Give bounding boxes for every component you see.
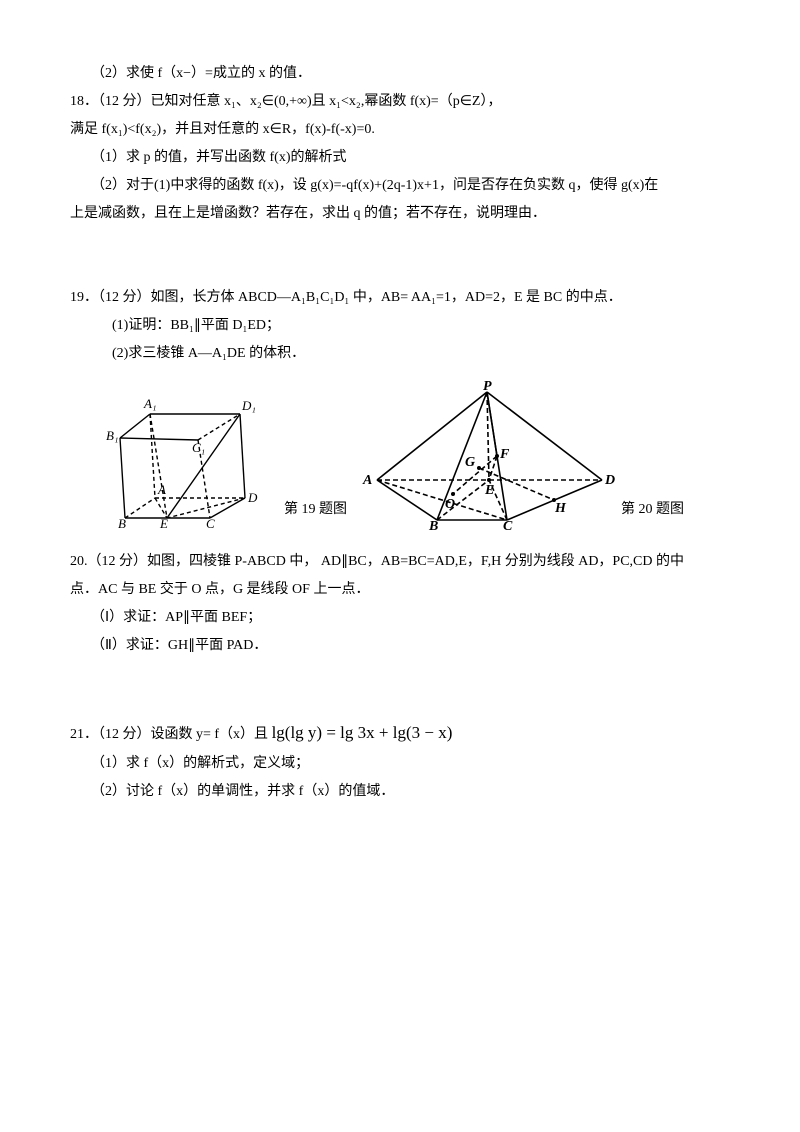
q19-line1: 19．（12 分）如图，长方体 ABCD—A₁B₁C₁D₁ 中，AB= AA₁=… [70,284,730,312]
label-B: B [118,516,126,530]
label-G: G [465,455,475,470]
label-B: B [428,519,438,530]
label-P: P [483,380,492,394]
q20-part2: （Ⅱ）求证：GH∥平面 PAD． [70,632,730,660]
q18-part2b: 上是减函数，且在上是增函数？若存在，求出 q 的值；若不存在，说明理由． [70,200,730,228]
label-B1: B₁ [106,428,118,443]
fig20-caption: 第 20 题图 [621,496,684,524]
q17-part2: （2）求使 f（x−）=成立的 x 的值． [70,60,730,88]
q18-part2a: （2）对于(1)中求得的函数 f(x)，设 g(x)=-qf(x)+(2q-1)… [70,172,730,200]
q21-part2: （2）讨论 f（x）的单调性，并求 f（x）的值域． [70,778,730,806]
label-C1: C₁ [192,440,205,455]
q21-formula: lg(lg y) = lg 3x + lg(3 − x) [272,723,453,742]
label-C: C [503,519,513,530]
label-D1: D₁ [241,398,256,413]
q19-part2: (2)求三棱锥 A—A₁DE 的体积． [70,340,730,368]
fig19-caption: 第 19 题图 [284,496,347,524]
label-D: D [604,473,615,488]
q19-part1: (1)证明：BB₁∥平面 D₁ED； [70,312,730,340]
q20-part1: （Ⅰ）求证：AP∥平面 BEF； [70,604,730,632]
label-F: F [499,447,510,462]
q18-line1: 18．（12 分）已知对任意 x₁、x₂∈(0,+∞)且 x₁<x₂,幂函数 f… [70,88,730,116]
q18-line2: 满足 f(x₁)<f(x₂)，并且对任意的 x∈R，f(x)-f(-x)=0. [70,116,730,144]
figure-19: A₁ B₁ C₁ D₁ A B E C D 第 19 题图 [100,390,347,530]
label-A: A [362,473,372,488]
label-E: E [159,516,168,530]
label-H: H [554,501,567,516]
figures-row: A₁ B₁ C₁ D₁ A B E C D 第 19 题图 [100,380,730,530]
q18-part1: （1）求 p 的值，并写出函数 f(x)的解析式 [70,144,730,172]
q21-prefix: 21．（12 分）设函数 y= f（x）且 [70,727,272,742]
pyramid-diagram: P A B C D E F G H O [357,380,617,530]
label-E: E [484,483,494,498]
q20-line2: 点．AC 与 BE 交于 O 点，G 是线段 OF 上一点． [70,576,730,604]
cuboid-diagram: A₁ B₁ C₁ D₁ A B E C D [100,390,280,530]
q21-part1: （1）求 f（x）的解析式，定义域； [70,750,730,778]
q21-line1: 21．（12 分）设函数 y= f（x）且 lg(lg y) = lg 3x +… [70,716,730,750]
label-A1: A₁ [143,396,156,411]
label-C: C [206,516,215,530]
label-A: A [157,482,166,497]
label-O: O [445,497,455,512]
q20-line1: 20.（12 分）如图，四棱锥 P-ABCD 中， AD∥BC，AB=BC=AD… [70,548,730,576]
figure-20: P A B C D E F G H O 第 20 题图 [357,380,684,530]
label-D: D [247,490,258,505]
